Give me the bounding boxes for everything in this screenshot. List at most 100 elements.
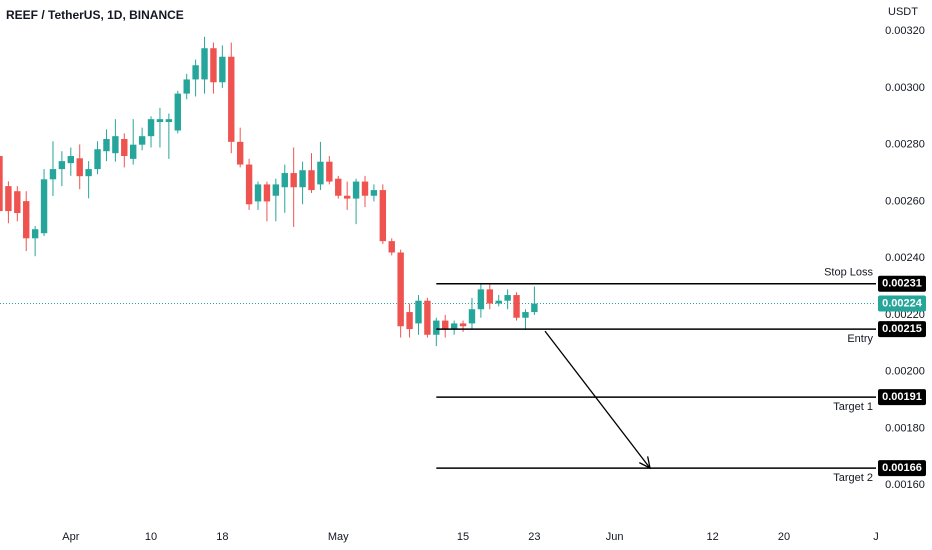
- candle-body: [263, 184, 271, 202]
- candle-body: [379, 190, 387, 242]
- level-value-box: [878, 321, 926, 338]
- x-tick-label: 10: [145, 531, 157, 543]
- candle-body: [335, 178, 342, 196]
- x-tick-label: J: [873, 531, 879, 543]
- candle-body: [138, 136, 146, 145]
- candle-body: [317, 161, 324, 185]
- candle-body: [424, 300, 431, 335]
- candle-body: [504, 295, 511, 301]
- candle-body: [281, 173, 288, 188]
- y-axis-label: USDT: [888, 6, 918, 18]
- y-tick-label: 0.00240: [885, 252, 925, 264]
- x-tick-label: 20: [778, 531, 790, 543]
- x-tick-label: 12: [707, 531, 719, 543]
- level-value-box: [878, 460, 926, 477]
- level-value: 0.00215: [882, 323, 922, 335]
- candle-body: [165, 119, 173, 122]
- candle-body: [468, 309, 476, 324]
- candle-body: [370, 190, 378, 196]
- candle-body: [219, 56, 226, 83]
- candle-body: [459, 323, 467, 327]
- level-name: Target 1: [833, 401, 873, 413]
- level-name: Target 2: [833, 472, 873, 484]
- level-value: 0.00166: [882, 462, 922, 474]
- candle-body: [450, 323, 458, 330]
- candle-body: [23, 201, 30, 239]
- x-tick-label: Apr: [62, 531, 79, 543]
- candle-body: [14, 191, 21, 214]
- last-price-label: 0.00224: [882, 297, 923, 309]
- candle-body: [156, 119, 164, 122]
- candle-body: [406, 312, 413, 330]
- y-tick-label: 0.00220: [885, 309, 925, 321]
- candle-body: [0, 156, 3, 212]
- candle-body: [513, 295, 520, 318]
- candle-body: [433, 320, 440, 335]
- x-tick-label: Jun: [606, 531, 624, 543]
- arrow-shaft: [544, 330, 651, 469]
- candle-body: [343, 195, 351, 199]
- candle-body: [495, 300, 502, 304]
- level-value-box: [878, 275, 926, 292]
- candle-body: [272, 184, 280, 196]
- y-tick-label: 0.00180: [885, 422, 925, 434]
- level-name: Entry: [847, 333, 873, 345]
- candle-body: [174, 93, 181, 131]
- x-tick-label: May: [328, 531, 349, 543]
- candle-body: [192, 65, 199, 80]
- y-tick-label: 0.00300: [885, 82, 925, 94]
- y-tick-label: 0.00320: [885, 25, 925, 37]
- candle-body: [40, 179, 48, 234]
- candle-body: [326, 161, 333, 182]
- candle-body: [388, 241, 395, 253]
- plot-area: [0, 36, 876, 347]
- level-value-box: [878, 389, 926, 406]
- chart-title: REEF / TetherUS, 1D, BINANCE: [6, 8, 184, 22]
- candle-body: [415, 300, 422, 324]
- candle-body: [236, 141, 244, 165]
- candle-body: [67, 156, 74, 164]
- candle-body: [299, 170, 306, 188]
- candle-body: [254, 184, 262, 202]
- candle-body: [228, 56, 235, 142]
- y-tick-label: 0.00200: [885, 366, 925, 378]
- y-tick-label: 0.00160: [885, 479, 925, 491]
- candle-body: [103, 139, 110, 152]
- x-tick-label: 15: [457, 531, 469, 543]
- candle-body: [308, 170, 315, 191]
- y-tick-label: 0.00280: [885, 139, 925, 151]
- candle-body: [201, 48, 208, 80]
- arrow-head: [639, 456, 651, 470]
- candle-body: [361, 181, 369, 196]
- level-value: 0.00231: [882, 278, 922, 290]
- x-tick-label: 23: [528, 531, 540, 543]
- candle-body: [85, 169, 92, 177]
- candle-body: [352, 181, 360, 199]
- candle-body: [522, 312, 529, 318]
- candle-body: [245, 164, 253, 205]
- x-tick-label: 18: [216, 531, 228, 543]
- candle-body: [531, 303, 538, 313]
- candle-body: [58, 161, 66, 170]
- level-value: 0.00191: [882, 391, 922, 403]
- candle-body: [210, 48, 217, 83]
- candle-body: [397, 252, 404, 327]
- y-tick-label: 0.00260: [885, 195, 925, 207]
- candle-body: [290, 173, 297, 188]
- candle-body: [121, 139, 128, 157]
- candle-body: [112, 136, 119, 154]
- candle-body: [49, 169, 57, 180]
- candle-body: [147, 119, 155, 137]
- candle-body: [130, 144, 137, 159]
- candle-body: [442, 320, 449, 330]
- candle-body: [183, 79, 190, 94]
- candle-body: [486, 289, 494, 304]
- level-name: Stop Loss: [824, 267, 873, 279]
- candle-body: [477, 289, 485, 310]
- candle-body: [31, 229, 39, 239]
- candle-body: [5, 186, 12, 212]
- last-price-box: [878, 295, 926, 312]
- candle-body: [76, 158, 83, 177]
- candle-body: [94, 149, 101, 170]
